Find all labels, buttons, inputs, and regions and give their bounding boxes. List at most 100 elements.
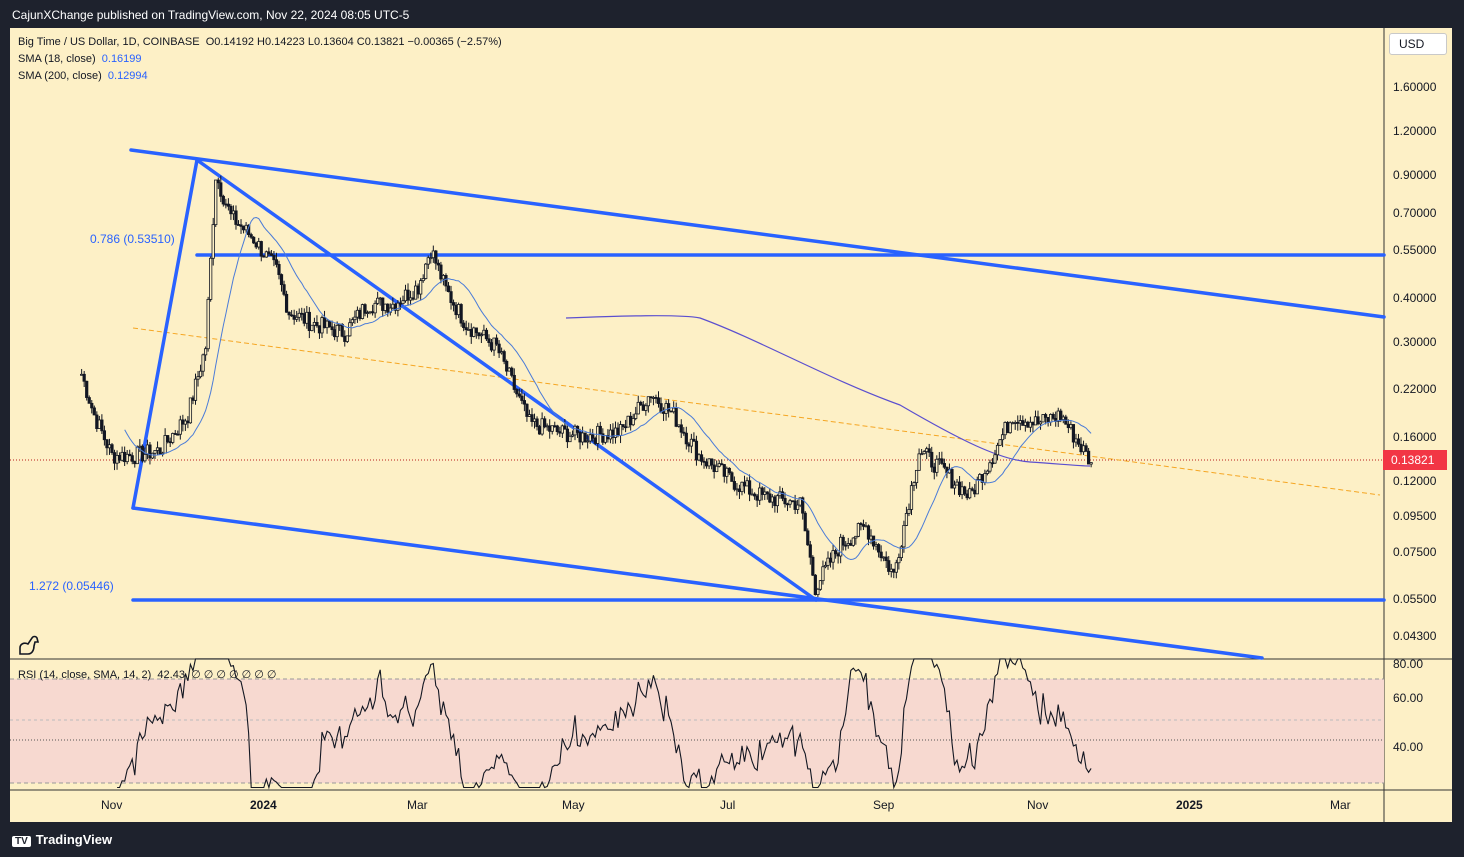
x-tick-label: Mar (1330, 798, 1351, 812)
candle-body (917, 453, 921, 471)
candle-body (1026, 421, 1030, 428)
candle-body (887, 560, 891, 572)
candle-body (517, 393, 521, 397)
candle-body (722, 464, 726, 477)
candle-body (426, 257, 430, 265)
legend-rsi-row: RSI (14, close, SMA, 14, 2) 42.43 ∅ ∅ ∅ … (18, 668, 276, 681)
candle-body (813, 574, 817, 596)
candle-body (231, 210, 236, 215)
candle-body (831, 550, 835, 563)
candle-body (110, 444, 114, 454)
candle-body (960, 486, 964, 496)
dino-icon[interactable] (16, 632, 42, 656)
x-tick-label: 2025 (1176, 798, 1203, 812)
candle-body (153, 450, 157, 454)
candle-body (267, 251, 271, 255)
candle-body (1028, 421, 1033, 428)
y-tick-label: 0.55000 (1393, 243, 1437, 257)
candle-body (616, 427, 620, 436)
candle-body (664, 403, 668, 414)
y-tick-label: 0.40000 (1393, 291, 1437, 305)
candle-body (788, 500, 792, 505)
candle-body (874, 544, 878, 547)
candle-body (644, 405, 648, 411)
candle-body (1081, 445, 1086, 453)
currency-button[interactable]: USD (1389, 33, 1447, 55)
candle-body (725, 467, 729, 477)
sma200-line (565, 315, 1091, 467)
candle-body (234, 210, 238, 225)
candle-body (130, 455, 134, 462)
candle-body (742, 481, 747, 487)
candle-body (548, 425, 552, 432)
price-axis: 1.60000 1.20000 0.90000 0.70000 0.55000 … (1393, 80, 1437, 754)
candle-body (492, 337, 496, 351)
candle-body (502, 351, 506, 362)
candle-body (100, 419, 104, 432)
candle-body (439, 264, 443, 280)
candle-body (436, 262, 440, 266)
candle-body (1008, 422, 1012, 434)
x-tick-label: Mar (407, 798, 428, 812)
rsi-tick-label: 80.00 (1393, 657, 1423, 671)
candle-body (370, 311, 375, 314)
candle-body (884, 556, 888, 562)
legend-sma18-row: SMA (18, close) 0.16199 (18, 53, 142, 65)
candle-body (1038, 421, 1043, 425)
candle-body (209, 257, 213, 300)
lower-channel-line (131, 506, 1264, 660)
candle-body (753, 493, 757, 497)
candle-body (1089, 462, 1093, 465)
candle-body (295, 316, 299, 320)
candle-body (659, 403, 663, 413)
candle-body (634, 413, 638, 419)
candle-body (651, 397, 656, 399)
candle-body (1061, 416, 1065, 420)
candle-body (1018, 420, 1022, 424)
candle-body (955, 481, 959, 486)
candle-body (975, 479, 979, 495)
candle-body (899, 546, 903, 559)
candle-body (173, 433, 177, 435)
candle-body (138, 445, 142, 448)
candle-body (500, 351, 504, 354)
candle-body (401, 300, 405, 305)
candle-body (1066, 423, 1070, 429)
candle-body (348, 322, 352, 337)
candle-body (87, 397, 91, 404)
y-tick-label: 0.70000 (1393, 206, 1437, 220)
candle-body (935, 458, 939, 473)
candle-body (937, 458, 941, 461)
candle-body (672, 407, 676, 413)
candle-body (358, 309, 362, 319)
candle-body (166, 435, 170, 443)
candle-body (487, 338, 491, 344)
candle-body (444, 275, 448, 287)
candle-body (995, 444, 1000, 456)
candle-body (745, 480, 749, 487)
candle-body (631, 418, 635, 426)
candle-body (365, 312, 370, 314)
candle-body (780, 491, 785, 499)
candle-body (925, 448, 929, 452)
candle-body (1069, 424, 1073, 429)
candle-body (740, 481, 744, 493)
candle-body (484, 329, 489, 340)
candle-body (1074, 438, 1078, 443)
candle-body (115, 455, 119, 464)
upper-channel-line (129, 148, 1386, 319)
candle-body (654, 397, 658, 399)
candle-body (1011, 422, 1015, 425)
candle-body (181, 419, 185, 425)
tradingview-logo[interactable]: TV TradingView (12, 832, 112, 847)
candle-body (1013, 421, 1017, 424)
candle-body (464, 327, 468, 331)
candle-body (689, 438, 693, 447)
candle-body (978, 474, 982, 480)
candle-body (474, 327, 478, 334)
candle-body (262, 255, 266, 258)
candle-body (877, 544, 881, 553)
candle-body (206, 298, 210, 350)
candle-body (1056, 410, 1060, 422)
